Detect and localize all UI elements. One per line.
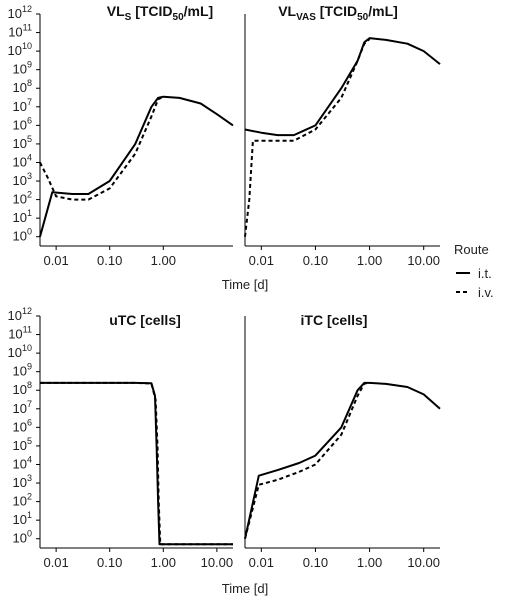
legend-label-iv: i.v. (478, 285, 494, 300)
y-tick-label: 107 (13, 399, 32, 416)
x-tick-label: 0.01 (249, 555, 274, 570)
y-tick-label: 102 (13, 190, 32, 207)
y-tick-label: 101 (13, 208, 32, 225)
y-tick-label: 1012 (8, 306, 32, 323)
y-tick-label: 107 (13, 97, 32, 114)
y-tick-label: 1011 (8, 325, 32, 342)
x-tick-label: 1.00 (357, 555, 382, 570)
y-tick-label: 100 (13, 529, 32, 546)
x-tick-label: 0.01 (43, 253, 68, 268)
x-tick-label: 1.00 (151, 253, 176, 268)
y-tick-label: 109 (13, 362, 32, 379)
y-tick-label: 106 (13, 115, 32, 132)
x-tick-label: 10.00 (407, 253, 440, 268)
y-tick-label: 101 (13, 510, 32, 527)
x-axis-title-bottom: Time [d] (222, 581, 268, 596)
y-tick-label: 103 (13, 473, 32, 490)
y-tick-label: 1011 (8, 23, 32, 40)
series-line-it (244, 37, 441, 137)
series-line-it (40, 381, 233, 546)
panel-1: 0.01 0.10 1.00 10.00 (244, 14, 441, 268)
y-tick-label: 106 (13, 417, 32, 434)
x-axis-title-top: Time [d] (222, 277, 268, 292)
x-tick-label: 0.10 (97, 253, 122, 268)
legend-title: Route (454, 242, 489, 257)
y-tick-label: 102 (13, 492, 32, 509)
x-tick-label: 10.00 (407, 555, 440, 570)
panel-3: 0.01 0.10 1.00 10.00 (244, 316, 441, 570)
x-tick-label: 0.01 (249, 253, 274, 268)
x-tick-label: 0.01 (43, 555, 68, 570)
panel-title-vls: VLS [TCID50/mL] (107, 3, 213, 23)
y-tick-label: 1012 (8, 4, 32, 21)
y-tick-label: 1010 (8, 41, 32, 58)
series-line-iv (39, 95, 164, 201)
x-tick-label: 1.00 (357, 253, 382, 268)
y-tick-label: 105 (13, 134, 32, 151)
series-line-iv (244, 38, 371, 237)
y-tick-label: 100 (13, 227, 32, 244)
y-tick-label: 108 (13, 78, 32, 95)
legend: Route i.t. i.v. (454, 242, 494, 300)
series-line-it (244, 381, 441, 539)
legend-label-it: i.t. (478, 266, 492, 281)
x-tick-label: 0.10 (303, 253, 328, 268)
y-tick-label: 1010 (8, 343, 32, 360)
y-tick-label: 104 (13, 152, 32, 169)
x-tick-label: 0.10 (303, 555, 328, 570)
y-tick-label: 108 (13, 380, 32, 397)
panel-title-vlvas: VLVAS [TCID50/mL] (278, 3, 398, 23)
x-tick-label: 0.10 (97, 555, 122, 570)
y-tick-label: 103 (13, 171, 32, 188)
y-tick-label: 105 (13, 436, 32, 453)
y-tick-label: 104 (13, 454, 32, 471)
series-line-it (39, 95, 234, 237)
series-line-iv (40, 381, 233, 546)
y-tick-label: 109 (13, 60, 32, 77)
x-tick-label: 1.00 (151, 555, 176, 570)
series-line-iv (244, 381, 370, 539)
panel-title-utc: uTC [cells] (109, 312, 181, 328)
panel-title-itc: iTC [cells] (301, 312, 368, 328)
x-tick-label: 10.00 (201, 555, 234, 570)
